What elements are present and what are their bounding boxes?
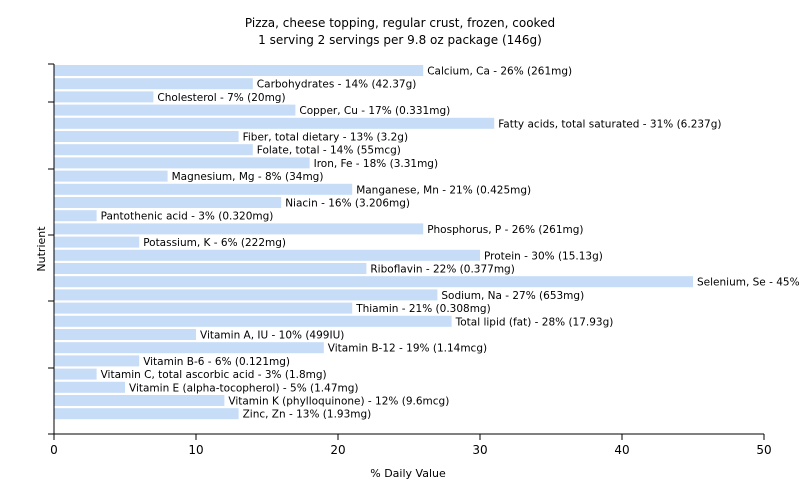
bar (54, 197, 282, 208)
bar (54, 289, 438, 301)
bar-data-label: Manganese, Mn - 21% (0.425mg) (356, 184, 531, 196)
bar-data-label: Cholesterol - 7% (20mg) (157, 92, 285, 104)
bar (54, 408, 239, 420)
bar (54, 91, 154, 103)
bar (54, 210, 97, 222)
bar-data-label: Sodium, Na - 27% (653mg) (441, 290, 584, 302)
chart-title: Pizza, cheese topping, regular crust, fr… (245, 16, 555, 30)
bar-data-label: Vitamin E (alpha-tocopherol) - 5% (1.47m… (129, 382, 359, 394)
x-tick-label: 30 (472, 443, 487, 457)
bar (54, 395, 225, 406)
bar-data-label: Total lipid (fat) - 28% (17.93g) (455, 316, 614, 328)
bar-data-label: Pantothenic acid - 3% (0.320mg) (101, 211, 274, 223)
x-tick-label: 10 (188, 443, 203, 457)
x-tick-label: 0 (50, 443, 58, 457)
bar (54, 276, 693, 288)
bar-data-label: Fatty acids, total saturated - 31% (6.23… (498, 118, 721, 130)
bar (54, 302, 353, 314)
bar-data-label: Thiamin - 21% (0.308mg) (355, 303, 491, 315)
bar (54, 144, 253, 156)
bar (54, 329, 196, 340)
bar-data-label: Vitamin B-6 - 6% (0.121mg) (143, 356, 290, 368)
bar (54, 183, 353, 195)
bar (54, 249, 480, 261)
y-axis-title: Nutrient (35, 226, 48, 272)
bar (54, 157, 310, 169)
bar-labels-group: Calcium, Ca - 26% (261mg) Carbohydrates -… (101, 66, 800, 421)
bar (54, 131, 239, 142)
bar-data-label: Phosphorus, P - 26% (261mg) (427, 224, 583, 236)
bar (54, 368, 97, 380)
bar (54, 65, 424, 76)
y-axis-ticks (48, 63, 54, 435)
bar (54, 170, 168, 182)
bar (54, 315, 452, 327)
x-tick-label: 40 (614, 443, 629, 457)
bar (54, 78, 253, 90)
bar (54, 236, 140, 248)
bar-data-label: Carbohydrates - 14% (42.37g) (257, 79, 417, 91)
bar (54, 104, 296, 116)
bar-data-label: Vitamin C, total ascorbic acid - 3% (1.8… (101, 369, 327, 381)
bar-data-label: Folate, total - 14% (55mcg) (257, 145, 401, 157)
bar-data-label: Calcium, Ca - 26% (261mg) (427, 66, 572, 78)
bar-data-label: Magnesium, Mg - 8% (34mg) (172, 171, 324, 183)
bar-data-label: Potassium, K - 6% (222mg) (143, 237, 286, 249)
bar-data-label: Niacin - 16% (3.206mg) (285, 198, 410, 210)
bar (54, 223, 424, 235)
bar-data-label: Selenium, Se - 45% (31.4mcg) (697, 277, 800, 289)
bar-data-label: Vitamin B-12 - 19% (1.14mcg) (328, 343, 487, 355)
bar-data-label: Vitamin A, IU - 10% (499IU) (200, 330, 344, 342)
bar-data-label: Riboflavin - 22% (0.377mg) (370, 264, 514, 276)
bar-data-label: Protein - 30% (15.13g) (484, 250, 603, 262)
x-axis-ticks: 0 10 20 30 40 50 (50, 434, 772, 457)
bars-group (54, 65, 693, 420)
x-axis-title: % Daily Value (370, 467, 446, 480)
bar (54, 381, 125, 393)
bar-data-label: Vitamin K (phylloquinone) - 12% (9.6mcg) (228, 396, 449, 408)
bar (54, 263, 367, 274)
x-tick-label: 50 (756, 443, 771, 457)
bar-data-label: Fiber, total dietary - 13% (3.2g) (243, 132, 408, 144)
bar (54, 355, 140, 367)
x-tick-label: 20 (330, 443, 345, 457)
bar (54, 342, 324, 354)
bar (54, 117, 495, 129)
chart-subtitle: 1 serving 2 servings per 9.8 oz package … (258, 33, 542, 47)
bar-data-label: Copper, Cu - 17% (0.331mg) (299, 105, 450, 117)
bar-data-label: Zinc, Zn - 13% (1.93mg) (243, 409, 372, 421)
bar-data-label: Iron, Fe - 18% (3.31mg) (314, 158, 438, 170)
